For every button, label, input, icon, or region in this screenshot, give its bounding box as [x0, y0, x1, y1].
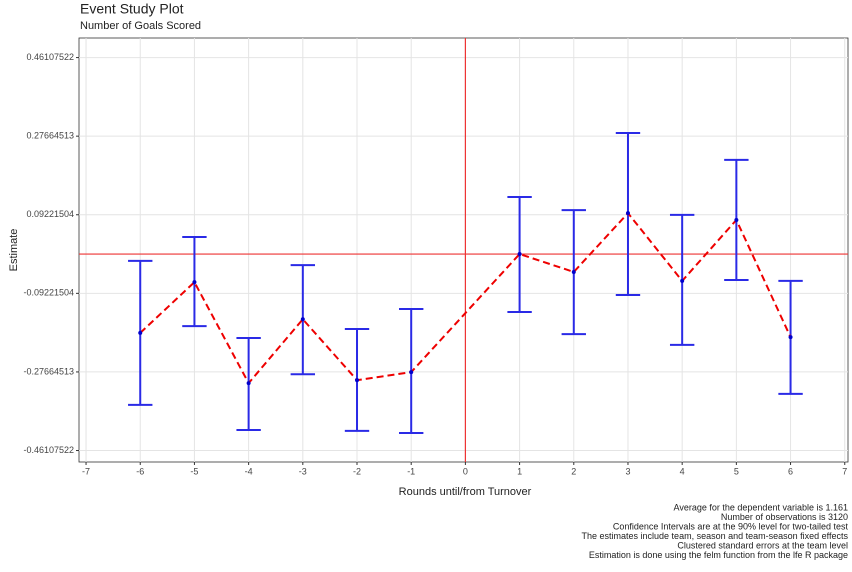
estimate-point	[680, 278, 685, 283]
estimate-point	[788, 335, 793, 340]
y-tick-label: 0.46107522	[26, 52, 74, 62]
x-tick-label: 0	[463, 466, 468, 476]
x-tick-label: -6	[136, 466, 144, 476]
x-tick-label: -3	[299, 466, 307, 476]
y-tick-label: 0.27664513	[26, 131, 74, 141]
x-tick-label: 7	[842, 466, 847, 476]
footnote: The estimates include team, season and t…	[582, 531, 849, 541]
x-tick-label: -4	[245, 466, 253, 476]
x-tick-label: 6	[788, 466, 793, 476]
x-tick-label: 4	[680, 466, 685, 476]
chart-title: Event Study Plot	[80, 1, 184, 17]
y-tick-label: 0.09221504	[26, 209, 74, 219]
estimate-line	[139, 211, 792, 385]
chart-subtitle: Number of Goals Scored	[80, 20, 201, 32]
plot-panel	[78, 37, 849, 463]
estimate-point	[517, 252, 522, 257]
footnote: Number of observations is 3120	[721, 512, 848, 522]
estimate-point	[246, 381, 251, 386]
x-tick-label: 3	[625, 466, 630, 476]
y-axis-label: Estimate	[8, 229, 20, 272]
x-tick-label: 1	[517, 466, 522, 476]
footnote: Confidence Intervals are at the 90% leve…	[613, 521, 849, 531]
y-tick-label: -0.27664513	[23, 366, 74, 376]
x-axis-label: Rounds until/from Turnover	[399, 486, 532, 498]
estimate-point	[138, 330, 143, 335]
footnote: Clustered standard errors at the team le…	[677, 540, 848, 550]
estimate-point	[409, 370, 414, 375]
x-tick-label: -1	[407, 466, 415, 476]
estimate-point	[571, 269, 576, 274]
x-tick-label: -7	[82, 466, 90, 476]
y-tick-label: -0.09221504	[23, 288, 74, 298]
estimate-point	[355, 378, 360, 383]
x-tick-label: -2	[353, 466, 361, 476]
x-tick-label: 2	[571, 466, 576, 476]
estimate-point	[625, 211, 630, 216]
footnote: Average for the dependent variable is 1.…	[674, 502, 848, 512]
estimate-point	[192, 280, 197, 285]
y-tick-label: -0.46107522	[23, 445, 74, 455]
x-tick-label: -5	[190, 466, 198, 476]
estimate-point	[300, 317, 305, 322]
estimate-point	[734, 217, 739, 222]
footnote: Estimation is done using the felm functi…	[589, 550, 848, 560]
x-tick-label: 5	[734, 466, 739, 476]
